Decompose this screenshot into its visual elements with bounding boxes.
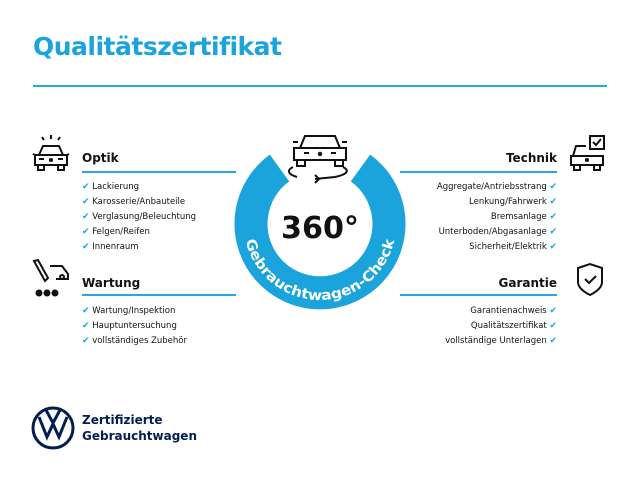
item-label: Garantienachweis xyxy=(470,306,547,316)
check-icon: ✔ xyxy=(82,336,90,346)
page-title: Qualitätszertifikat xyxy=(33,32,282,61)
item-label: Felgen/Reifen xyxy=(92,227,150,237)
check-360-badge: 360° Gebrauchtwagen-Check xyxy=(234,135,406,310)
list-item: Sicherheit/Elektrik ✔ xyxy=(437,240,557,255)
item-label: Sicherheit/Elektrik xyxy=(469,242,547,252)
degrees-label: 360° xyxy=(281,211,359,246)
item-label: Hauptuntersuchung xyxy=(92,321,177,331)
check-icon: ✔ xyxy=(549,336,557,346)
list-item: ✔ Lackierung xyxy=(82,180,196,195)
item-label: Karosserie/Anbauteile xyxy=(92,197,186,207)
title-divider xyxy=(33,85,607,87)
check-icon: ✔ xyxy=(549,182,557,192)
badge-ring xyxy=(234,154,406,310)
item-label: Unterboden/Abgasanlage xyxy=(438,227,547,237)
check-icon: ✔ xyxy=(549,227,557,237)
item-label: Bremsanlage xyxy=(490,212,547,222)
list-item: ✔ vollständiges Zubehör xyxy=(82,334,187,349)
list-item: ✔ Karosserie/Anbauteile xyxy=(82,195,196,210)
optik-list: ✔ Lackierung ✔ Karosserie/Anbauteile ✔ V… xyxy=(82,180,196,255)
check-icon: ✔ xyxy=(82,227,90,237)
list-item: Garantienachweis ✔ xyxy=(445,304,557,319)
garantie-heading: Garantie xyxy=(498,276,558,290)
check-icon: ✔ xyxy=(82,242,90,252)
list-item: vollständige Unterlagen ✔ xyxy=(445,334,557,349)
list-item: Lenkung/Fahrwerk ✔ xyxy=(437,195,557,210)
car-lights-icon xyxy=(32,135,70,171)
item-label: Wartung/Inspektion xyxy=(92,306,176,316)
check-icon: ✔ xyxy=(82,306,90,316)
check-icon: ✔ xyxy=(549,242,557,252)
list-item: Qualitätszertifikat ✔ xyxy=(445,319,557,334)
check-icon: ✔ xyxy=(549,212,557,222)
item-label: Lackierung xyxy=(92,182,140,192)
list-item: ✔ Innenraum xyxy=(82,240,196,255)
item-label: Innenraum xyxy=(92,242,139,252)
service-tools-icon xyxy=(32,258,69,297)
footer-line2: Gebrauchtwagen xyxy=(82,429,197,443)
item-label: Lenkung/Fahrwerk xyxy=(469,197,547,207)
wartung-heading: Wartung xyxy=(82,276,141,290)
vw-logo xyxy=(31,406,75,450)
wartung-list: ✔ Wartung/Inspektion ✔ Hauptuntersuchung… xyxy=(82,304,187,349)
check-icon: ✔ xyxy=(549,197,557,207)
wartung-divider xyxy=(82,294,236,296)
list-item: ✔ Verglasung/Beleuchtung xyxy=(82,210,196,225)
check-icon: ✔ xyxy=(82,182,90,192)
check-icon: ✔ xyxy=(82,197,90,207)
technik-list: Aggregate/Antriebsstrang ✔ Lenkung/Fahrw… xyxy=(437,180,557,255)
car-rotate-icon xyxy=(287,135,348,184)
optik-heading: Optik xyxy=(82,151,119,165)
shield-check-icon xyxy=(577,262,603,297)
check-icon: ✔ xyxy=(549,306,557,316)
item-label: Aggregate/Antriebsstrang xyxy=(436,182,547,192)
garantie-list: Garantienachweis ✔ Qualitätszertifikat ✔… xyxy=(445,304,557,349)
list-item: Unterboden/Abgasanlage ✔ xyxy=(437,225,557,240)
list-item: Bremsanlage ✔ xyxy=(437,210,557,225)
item-label: vollständige Unterlagen xyxy=(445,336,547,346)
technik-heading: Technik xyxy=(505,151,557,165)
list-item: ✔ Wartung/Inspektion xyxy=(82,304,187,319)
footer-line1: Zertifizierte xyxy=(82,413,163,427)
technik-divider xyxy=(400,171,557,173)
list-item: ✔ Felgen/Reifen xyxy=(82,225,196,240)
item-label: Verglasung/Beleuchtung xyxy=(92,212,197,222)
garantie-divider xyxy=(400,294,557,296)
item-label: Qualitätszertifikat xyxy=(470,321,547,331)
list-item: Aggregate/Antriebsstrang ✔ xyxy=(437,180,557,195)
list-item: ✔ Hauptuntersuchung xyxy=(82,319,187,334)
check-icon: ✔ xyxy=(82,321,90,331)
car-check-icon xyxy=(570,135,605,171)
item-label: vollständiges Zubehör xyxy=(92,336,187,346)
check-icon: ✔ xyxy=(549,321,557,331)
check-icon: ✔ xyxy=(82,212,90,222)
optik-divider xyxy=(82,171,236,173)
footer-brand: Zertifizierte Gebrauchtwagen xyxy=(82,412,197,444)
